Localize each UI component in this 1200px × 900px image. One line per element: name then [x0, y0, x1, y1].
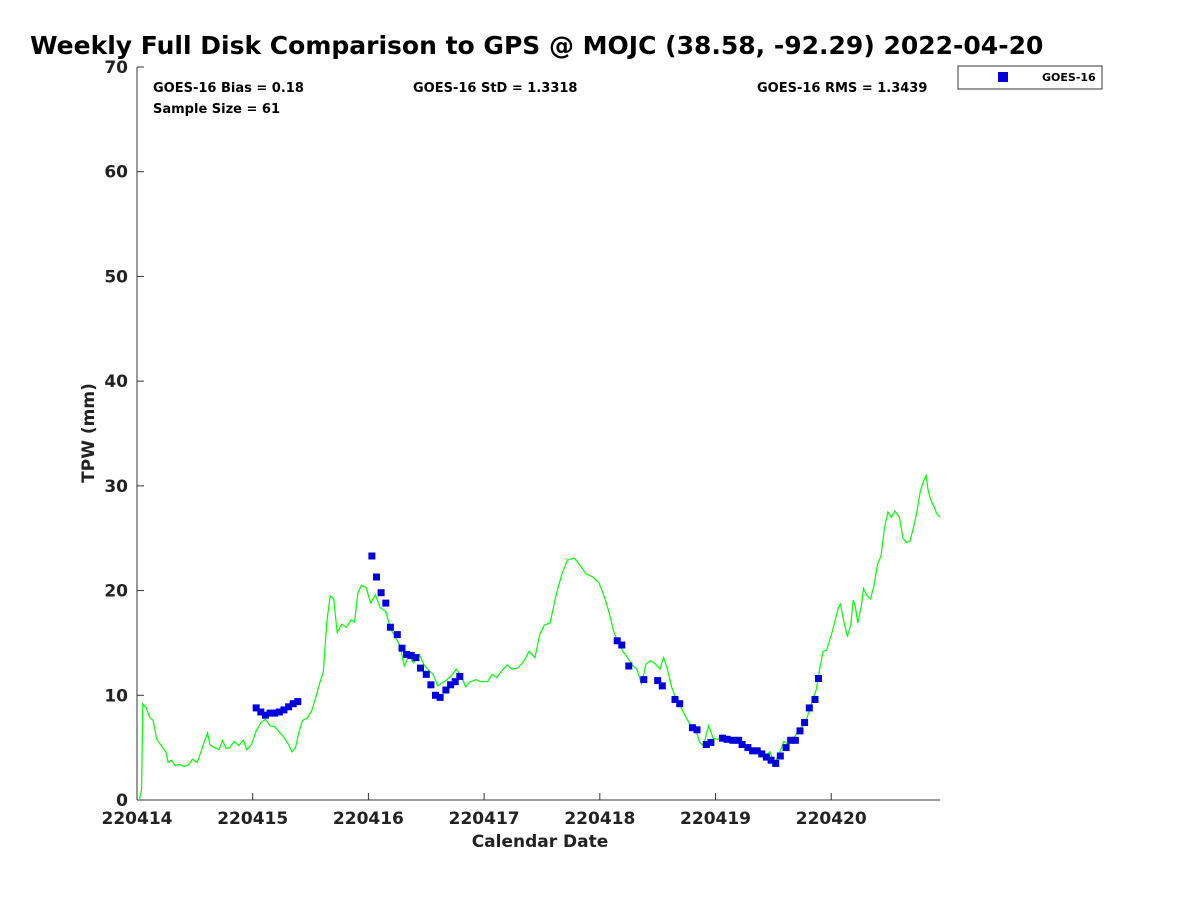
goes16-data-point — [625, 662, 633, 670]
legend-box — [957, 65, 1103, 90]
y-tick-label: 0 — [116, 791, 128, 811]
goes16-data-point — [613, 637, 621, 645]
goes16-data-point — [280, 706, 288, 714]
goes16-data-point — [729, 736, 737, 744]
rms-stat: GOES-16 RMS = 1.3439 — [757, 81, 927, 96]
x-tick-label: 220420 — [796, 809, 867, 829]
goes16-data-point — [377, 589, 385, 597]
goes16-data-point — [403, 650, 411, 658]
goes16-data-point — [447, 681, 455, 689]
x-axis-ticks: 220414 220415 220416 220417 220418 220419 2204… — [102, 793, 867, 829]
goes16-data-point — [382, 599, 390, 607]
x-tick-label: 220415 — [217, 809, 288, 829]
goes16-data-point — [417, 664, 424, 672]
goes16-data-point — [805, 704, 813, 712]
goes16-data-point — [744, 744, 752, 752]
goes16-data-point — [407, 652, 415, 659]
goes16-data-point — [671, 696, 679, 703]
goes16-data-point — [654, 677, 662, 685]
goes16-data-point — [373, 573, 380, 581]
goes16-data-point — [451, 678, 459, 686]
goes16-data-point — [257, 708, 265, 716]
goes16-data-point — [723, 735, 731, 743]
goes16-data-point — [289, 700, 297, 708]
y-tick-label: 20 — [104, 582, 128, 602]
y-tick-label: 50 — [104, 267, 128, 287]
goes16-data-point — [702, 741, 710, 748]
goes16-data-point — [442, 686, 450, 694]
goes16-data-point — [285, 703, 293, 711]
goes16-data-point — [782, 744, 790, 752]
goes16-data-point — [386, 623, 394, 631]
goes16-data-point — [422, 670, 430, 678]
legend: GOES-16 — [957, 65, 1103, 90]
legend-marker-goes16 — [998, 72, 1008, 82]
goes16-data-point — [796, 727, 804, 735]
goes16-data-point — [772, 759, 780, 767]
goes16-data-point — [266, 709, 274, 717]
y-axis-label: TPW (mm) — [79, 383, 99, 483]
y-tick-label: 70 — [104, 58, 128, 78]
gps-series-line — [138, 473, 941, 801]
x-axis-label: Calendar Date — [472, 832, 609, 852]
goes16-data-point — [432, 691, 439, 699]
goes16-data-point — [815, 675, 822, 682]
goes16-data-point — [749, 747, 757, 755]
goes16-data-point — [767, 756, 775, 764]
x-tick-label: 220419 — [680, 809, 751, 829]
goes16-data-point — [252, 704, 260, 712]
goes16-data-point — [791, 736, 799, 744]
y-axis-ticks: 0 10 20 30 40 50 60 70 — [104, 58, 144, 811]
y-tick-label: 60 — [104, 163, 128, 183]
x-tick-label: 220414 — [102, 809, 173, 829]
x-tick-label: 220417 — [449, 809, 520, 829]
goes16-data-point — [271, 709, 279, 717]
goes16-data-point — [693, 726, 701, 734]
y-tick-label: 10 — [104, 686, 128, 706]
goes16-data-point — [707, 738, 715, 746]
goes16-data-point — [412, 654, 420, 662]
sample-size-stat: Sample Size = 61 — [153, 102, 280, 117]
goes16-data-point — [658, 682, 666, 690]
x-tick-label: 220416 — [333, 809, 404, 829]
x-tick-label: 220418 — [564, 809, 635, 829]
goes16-data-point — [676, 700, 684, 708]
goes16-data-point — [618, 641, 626, 649]
goes16-data-point — [758, 750, 766, 758]
plot-area — [136, 67, 940, 801]
goes16-data-point — [261, 711, 269, 719]
goes16-data-point — [735, 736, 743, 744]
goes16-data-point — [738, 741, 746, 748]
std-stat: GOES-16 StD = 1.3318 — [413, 81, 577, 96]
goes16-data-point — [427, 681, 435, 689]
goes16-data-point — [719, 734, 726, 742]
goes16-data-point — [787, 736, 795, 744]
y-tick-label: 40 — [104, 372, 128, 392]
legend-label-goes16: GOES-16 — [1042, 71, 1096, 84]
y-tick-label: 30 — [104, 477, 128, 497]
series-layer — [138, 473, 941, 801]
goes16-data-point — [753, 747, 761, 755]
goes16-data-point — [275, 708, 283, 716]
goes16-data-point — [640, 676, 648, 684]
bias-stat: GOES-16 Bias = 0.18 — [153, 81, 304, 96]
goes16-data-point — [368, 552, 376, 560]
goes16-data-point — [294, 698, 302, 706]
chart-title: Weekly Full Disk Comparison to GPS @ MOJ… — [30, 31, 1043, 60]
goes16-data-point — [688, 724, 696, 732]
goes16-data-point — [811, 696, 819, 703]
goes16-data-point — [456, 672, 464, 680]
goes16-data-point — [762, 753, 770, 761]
goes16-data-point — [398, 644, 406, 652]
goes16-data-point — [393, 631, 401, 639]
goes16-data-point — [776, 752, 784, 760]
goes16-data-point — [801, 719, 809, 726]
goes16-data-point — [436, 693, 444, 701]
